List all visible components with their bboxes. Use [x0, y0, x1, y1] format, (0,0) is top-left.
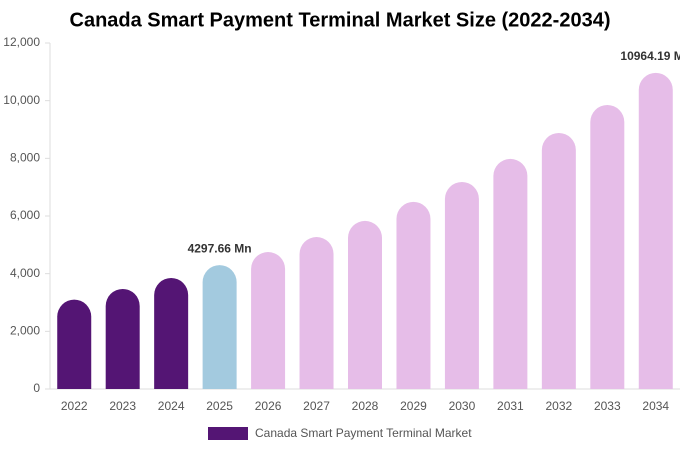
bar	[541, 132, 576, 389]
x-tick-label: 2032	[545, 399, 572, 413]
chart-title: Canada Smart Payment Terminal Market Siz…	[70, 9, 611, 31]
legend-swatch	[208, 427, 248, 440]
x-tick-label: 2024	[158, 399, 185, 413]
x-tick-label: 2022	[61, 399, 88, 413]
x-tick-label: 2031	[497, 399, 524, 413]
bar	[299, 237, 334, 389]
x-tick-label: 2030	[449, 399, 476, 413]
x-tick-label: 2033	[594, 399, 621, 413]
bar	[396, 201, 431, 389]
bar	[444, 181, 479, 389]
legend-label: Canada Smart Payment Terminal Market	[255, 426, 472, 440]
data-label: 4297.66 Mn	[188, 241, 252, 255]
bar	[251, 252, 286, 389]
bar	[105, 288, 140, 389]
x-tick-label: 2025	[206, 399, 233, 413]
x-tick-label: 2029	[400, 399, 427, 413]
x-tick-label: 2027	[303, 399, 330, 413]
bar	[493, 158, 528, 389]
bar	[590, 104, 625, 389]
y-tick-label: 8,000	[10, 151, 40, 165]
bar	[638, 72, 673, 390]
data-label: 10964.19 Mn	[620, 49, 680, 63]
bar	[348, 220, 382, 389]
y-tick-label: 6,000	[10, 208, 40, 222]
y-tick-label: 2,000	[10, 324, 40, 338]
x-tick-label: 2034	[642, 399, 669, 413]
bar	[57, 299, 92, 389]
y-tick-label: 0	[33, 381, 40, 395]
y-tick-label: 12,000	[3, 35, 40, 49]
x-tick-label: 2028	[352, 399, 379, 413]
bar	[154, 277, 189, 389]
x-tick-label: 2026	[255, 399, 282, 413]
y-tick-label: 4,000	[10, 266, 40, 280]
bar	[202, 265, 237, 389]
y-tick-label: 10,000	[3, 93, 40, 107]
x-tick-label: 2023	[109, 399, 136, 413]
